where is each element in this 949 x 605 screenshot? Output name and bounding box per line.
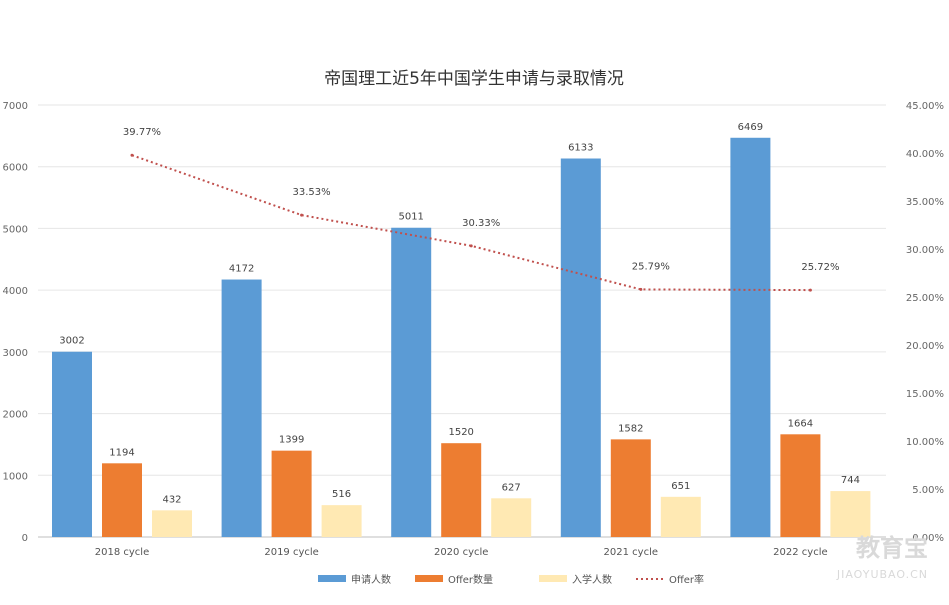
offer-rate-point <box>469 244 473 248</box>
left-axis: 0 1000 2000 3000 4000 5000 6000 7000 <box>3 101 28 544</box>
bar <box>491 498 532 537</box>
legend-label: Offer率 <box>669 573 704 586</box>
offer-rate-point <box>300 213 304 217</box>
bar-data-label: 1399 <box>279 435 304 446</box>
right-axis-tick-label: 0.00% <box>912 533 944 544</box>
bar-data-label: 6133 <box>568 143 593 154</box>
right-axis-tick-label: 30.00% <box>906 245 944 256</box>
legend-swatch <box>318 575 346 582</box>
offer-rate-point <box>639 287 643 291</box>
bar-data-label: 5011 <box>398 212 423 223</box>
right-axis-tick-label: 35.00% <box>906 197 944 208</box>
legend-label: Offer数量 <box>448 573 493 586</box>
bar <box>271 450 312 537</box>
left-axis-tick-label: 2000 <box>3 410 28 421</box>
bar <box>52 351 92 537</box>
bar <box>321 505 362 537</box>
category-label: 2020 cycle <box>434 547 488 558</box>
right-axis-tick-label: 45.00% <box>906 101 944 112</box>
legend-label: 申请人数 <box>351 573 391 586</box>
bar <box>730 137 771 538</box>
offer-rate-label: 30.33% <box>462 218 500 229</box>
bar <box>830 491 871 537</box>
offer-rate-point <box>808 288 812 292</box>
bar <box>610 439 651 537</box>
bar <box>221 279 262 537</box>
left-axis-tick-label: 4000 <box>3 286 28 297</box>
legend-swatch <box>415 575 443 582</box>
offer-rate-point <box>130 153 134 157</box>
right-axis: 0.00% 5.00% 10.00% 15.00% 20.00% 25.00% 30.00%… <box>906 101 944 544</box>
bar <box>102 463 142 537</box>
bar-data-label: 4172 <box>229 264 254 275</box>
legend: 申请人数 Offer数量 入学人数 Offer率 <box>318 573 704 586</box>
bar-data-label: 651 <box>671 481 690 492</box>
bar-data-label: 1582 <box>618 423 643 434</box>
right-axis-tick-label: 25.00% <box>906 293 944 304</box>
left-axis-tick-label: 0 <box>22 533 28 544</box>
bar <box>391 227 432 538</box>
category-label: 2018 cycle <box>95 547 149 558</box>
category-labels: 2018 cycle 2019 cycle 2020 cycle 2021 cycle… <box>95 547 828 558</box>
watermark: 教育宝 JIAOYUBAO.CN <box>836 534 928 581</box>
bar-data-label: 1194 <box>109 447 134 458</box>
right-axis-tick-label: 20.00% <box>906 341 944 352</box>
chart-title: 帝国理工近5年中国学生申请与录取情况 <box>324 69 624 89</box>
left-axis-tick-label: 7000 <box>3 101 28 112</box>
gridlines <box>38 104 886 538</box>
bar-data-label: 516 <box>332 489 351 500</box>
right-axis-tick-label: 10.00% <box>906 437 944 448</box>
category-label: 2019 cycle <box>264 547 318 558</box>
bar <box>152 510 192 537</box>
bar-data-label: 1664 <box>788 418 813 429</box>
right-axis-tick-label: 40.00% <box>906 149 944 160</box>
bar-data-label: 627 <box>502 482 521 493</box>
category-label: 2021 cycle <box>604 547 658 558</box>
offer-rate-line <box>130 153 812 292</box>
bars <box>52 137 871 538</box>
bar <box>560 158 601 537</box>
bar <box>441 443 482 537</box>
bar <box>780 434 821 537</box>
bar-data-label: 1520 <box>448 427 473 438</box>
legend-swatch <box>539 575 567 582</box>
watermark-text: 教育宝 <box>856 534 928 562</box>
left-axis-tick-label: 6000 <box>3 163 28 174</box>
offer-rate-label: 25.72% <box>801 262 839 273</box>
legend-label: 入学人数 <box>572 573 612 586</box>
bar-data-label: 744 <box>841 475 860 486</box>
left-axis-tick-label: 5000 <box>3 224 28 235</box>
bar-data-label: 432 <box>162 494 181 505</box>
offer-rate-label: 33.53% <box>293 187 331 198</box>
bar-data-label: 3002 <box>59 336 84 347</box>
right-axis-tick-label: 5.00% <box>912 485 944 496</box>
watermark-subtext: JIAOYUBAO.CN <box>836 568 928 581</box>
left-axis-tick-label: 3000 <box>3 348 28 359</box>
category-label: 2022 cycle <box>773 547 827 558</box>
left-axis-tick-label: 1000 <box>3 471 28 482</box>
bar-data-label: 6469 <box>738 122 763 133</box>
right-axis-tick-label: 15.00% <box>906 389 944 400</box>
bar <box>660 496 701 537</box>
offer-rate-label: 25.79% <box>632 261 670 272</box>
offer-rate-label: 39.77% <box>123 127 161 138</box>
data-labels: 3002 1194 432 4172 1399 516 5011 1520 627 6133 158… <box>59 122 860 506</box>
